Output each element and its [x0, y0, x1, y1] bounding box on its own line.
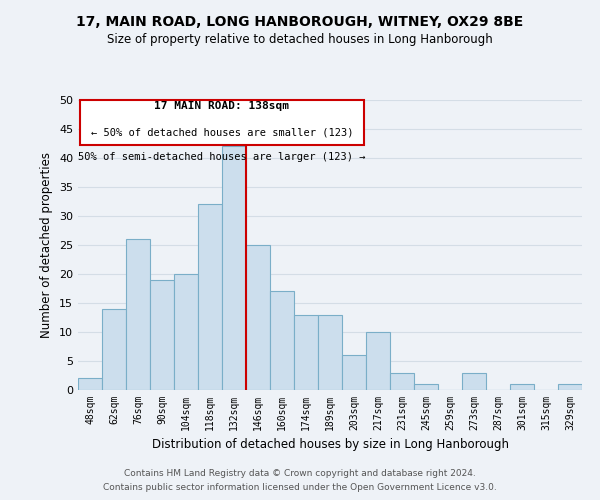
Bar — [150, 280, 174, 390]
X-axis label: Distribution of detached houses by size in Long Hanborough: Distribution of detached houses by size … — [151, 438, 509, 452]
Bar — [462, 372, 486, 390]
FancyBboxPatch shape — [80, 100, 364, 145]
Bar — [510, 384, 534, 390]
Y-axis label: Number of detached properties: Number of detached properties — [40, 152, 53, 338]
Text: Size of property relative to detached houses in Long Hanborough: Size of property relative to detached ho… — [107, 32, 493, 46]
Text: 17, MAIN ROAD, LONG HANBOROUGH, WITNEY, OX29 8BE: 17, MAIN ROAD, LONG HANBOROUGH, WITNEY, … — [76, 15, 524, 29]
Bar — [366, 332, 390, 390]
Bar — [126, 239, 150, 390]
Text: 17 MAIN ROAD: 138sqm: 17 MAIN ROAD: 138sqm — [155, 102, 290, 112]
Bar — [246, 245, 270, 390]
Text: Contains HM Land Registry data © Crown copyright and database right 2024.: Contains HM Land Registry data © Crown c… — [124, 468, 476, 477]
Bar — [390, 372, 414, 390]
Bar — [414, 384, 438, 390]
Bar — [198, 204, 222, 390]
Bar — [558, 384, 582, 390]
Bar — [102, 309, 126, 390]
Bar — [318, 314, 342, 390]
Bar — [222, 146, 246, 390]
Bar — [270, 292, 294, 390]
Bar — [294, 314, 318, 390]
Bar — [78, 378, 102, 390]
Bar — [342, 355, 366, 390]
Text: Contains public sector information licensed under the Open Government Licence v3: Contains public sector information licen… — [103, 484, 497, 492]
Bar — [174, 274, 198, 390]
Text: 50% of semi-detached houses are larger (123) →: 50% of semi-detached houses are larger (… — [78, 152, 366, 162]
Text: ← 50% of detached houses are smaller (123): ← 50% of detached houses are smaller (12… — [91, 128, 353, 138]
